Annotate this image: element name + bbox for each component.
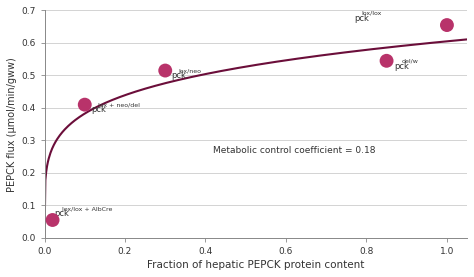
Text: lox + neo/del: lox + neo/del — [98, 102, 140, 107]
Text: pck: pck — [171, 71, 186, 80]
X-axis label: Fraction of hepatic PEPCK protein content: Fraction of hepatic PEPCK protein conten… — [147, 260, 365, 270]
Point — [443, 23, 451, 27]
Y-axis label: PEPCK flux (μmol/min/gww): PEPCK flux (μmol/min/gww) — [7, 57, 17, 191]
Text: lox/neo: lox/neo — [179, 68, 201, 73]
Text: pck: pck — [395, 61, 410, 71]
Text: pck: pck — [355, 14, 369, 23]
Point — [162, 68, 169, 73]
Text: lox/lox + AlbCre: lox/lox + AlbCre — [62, 206, 112, 211]
Text: pck: pck — [91, 106, 106, 114]
Text: lox/lox: lox/lox — [362, 11, 382, 16]
Point — [81, 102, 89, 107]
Text: del/w: del/w — [402, 58, 419, 63]
Point — [49, 218, 56, 222]
Point — [383, 58, 391, 63]
Text: Metabolic control coefficient = 0.18: Metabolic control coefficient = 0.18 — [213, 146, 375, 155]
Text: pck: pck — [55, 209, 70, 218]
